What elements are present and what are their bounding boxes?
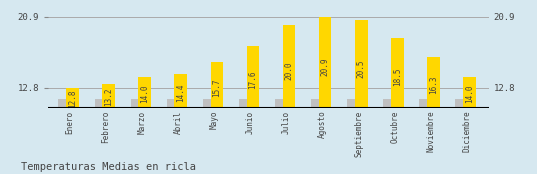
- Text: 20.5: 20.5: [357, 59, 366, 78]
- Bar: [455, 99, 466, 108]
- Bar: [211, 62, 223, 108]
- Text: 12.8: 12.8: [68, 90, 77, 108]
- Text: 20.9: 20.9: [321, 58, 330, 76]
- Bar: [166, 99, 177, 108]
- Bar: [391, 38, 404, 108]
- Bar: [419, 99, 430, 108]
- Bar: [246, 46, 259, 108]
- Bar: [66, 88, 79, 108]
- Text: 14.0: 14.0: [140, 85, 149, 103]
- Bar: [175, 74, 187, 108]
- Bar: [139, 77, 151, 108]
- Bar: [130, 99, 141, 108]
- Bar: [427, 57, 440, 108]
- Bar: [463, 77, 476, 108]
- Text: Temperaturas Medias en ricla: Temperaturas Medias en ricla: [21, 162, 197, 172]
- Text: 17.6: 17.6: [249, 71, 257, 89]
- Bar: [347, 99, 357, 108]
- Bar: [319, 17, 331, 108]
- Bar: [102, 84, 115, 108]
- Text: 16.3: 16.3: [429, 76, 438, 94]
- Bar: [283, 25, 295, 108]
- Text: 18.5: 18.5: [393, 67, 402, 86]
- Bar: [95, 99, 105, 108]
- Bar: [311, 99, 321, 108]
- Text: 14.4: 14.4: [176, 83, 185, 102]
- Bar: [59, 99, 69, 108]
- Bar: [275, 99, 285, 108]
- Text: 20.0: 20.0: [285, 61, 294, 80]
- Bar: [383, 99, 394, 108]
- Bar: [239, 99, 249, 108]
- Bar: [203, 99, 213, 108]
- Bar: [355, 20, 368, 108]
- Text: 15.7: 15.7: [213, 78, 221, 97]
- Text: 14.0: 14.0: [465, 85, 474, 103]
- Text: 13.2: 13.2: [104, 88, 113, 106]
